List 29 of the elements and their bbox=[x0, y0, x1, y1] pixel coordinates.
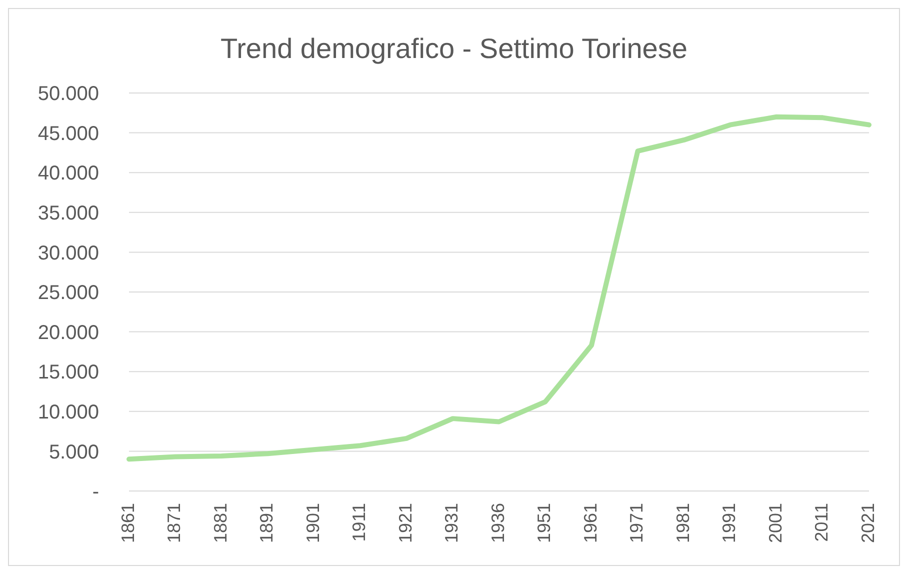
y-tick-label: 15.000 bbox=[38, 362, 99, 384]
x-tick-label: 1951 bbox=[534, 503, 554, 544]
chart-title: Trend demografico - Settimo Torinese bbox=[220, 32, 688, 66]
y-tick-label: 20.000 bbox=[38, 322, 99, 344]
x-tick-label: 1871 bbox=[164, 503, 184, 544]
x-tick-label: 1971 bbox=[626, 503, 646, 544]
y-tick-label: 30.000 bbox=[38, 242, 99, 264]
x-tick-label: 1961 bbox=[580, 503, 600, 544]
x-tick-label: 1861 bbox=[118, 503, 138, 544]
x-tick-label: 1936 bbox=[488, 503, 508, 544]
y-tick-label: 10.000 bbox=[38, 402, 99, 424]
x-tick-label: 2001 bbox=[765, 503, 786, 544]
x-tick-label: 1991 bbox=[719, 503, 739, 544]
y-tick-label: 25.000 bbox=[38, 282, 99, 304]
x-tick-label: 1911 bbox=[349, 503, 369, 542]
x-tick-label: 1931 bbox=[442, 503, 462, 544]
x-tick-label: 2011 bbox=[812, 503, 832, 542]
x-tick-label: 2021 bbox=[858, 503, 878, 544]
y-tick-label: - bbox=[92, 481, 99, 504]
x-tick-label: 1901 bbox=[302, 503, 323, 544]
y-tick-label: 45.000 bbox=[38, 122, 99, 145]
x-tick-label: 1981 bbox=[672, 503, 693, 544]
x-tick-label: 1881 bbox=[210, 503, 230, 544]
y-tick-label: 50.000 bbox=[38, 83, 99, 106]
x-tick-label: 1891 bbox=[256, 503, 276, 544]
y-tick-label: 40.000 bbox=[38, 162, 99, 185]
y-tick-label: 5.000 bbox=[48, 441, 99, 464]
y-tick-label: 35.000 bbox=[38, 202, 99, 224]
x-tick-label: 1921 bbox=[395, 503, 416, 544]
